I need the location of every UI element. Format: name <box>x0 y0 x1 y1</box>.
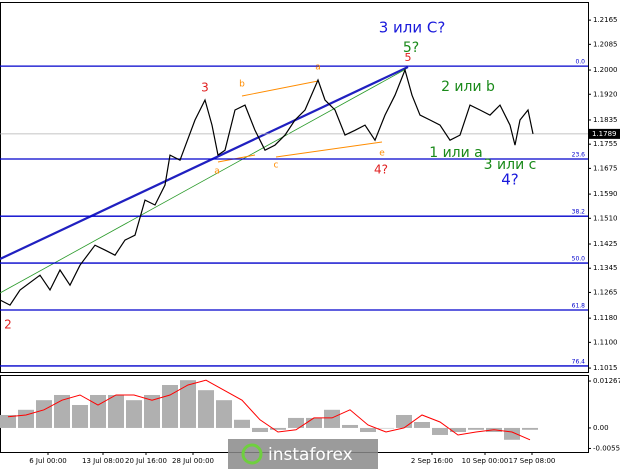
wave-label: 4? <box>374 163 388 177</box>
trend-line <box>0 68 407 294</box>
y-tick-label: 1.1835 <box>593 116 618 124</box>
wave-label: 2 <box>4 318 12 332</box>
fib-label: 50.0 <box>572 256 586 263</box>
y-tick-label: 0.00 <box>593 424 609 432</box>
histogram-bar <box>234 419 250 428</box>
fib-label: 38.2 <box>572 209 586 216</box>
histogram-bar <box>108 394 124 428</box>
histogram-bar <box>468 427 484 430</box>
watermark-text: instaforex <box>268 445 353 465</box>
price-line <box>0 68 534 306</box>
watermark: instaforex <box>228 439 378 469</box>
wave-label: b <box>239 80 245 90</box>
channel-line <box>275 141 383 158</box>
signal-line <box>7 379 531 441</box>
histogram-bar <box>378 427 394 429</box>
histogram-bar <box>306 417 322 428</box>
y-tick-label: 1.2165 <box>593 16 618 24</box>
histogram-bar <box>36 400 52 428</box>
histogram-bar <box>90 394 106 428</box>
histogram-bar <box>216 400 232 428</box>
x-tick-label: 28 Jul 00:00 <box>172 457 214 465</box>
histogram-bar <box>180 380 196 428</box>
histogram-bar <box>504 427 520 440</box>
x-tick-label: 10 Sep 00:00 <box>462 457 509 465</box>
y-tick-label: -0.00554 <box>593 444 620 452</box>
wave-label: 5? <box>403 40 419 56</box>
x-tick-label: 17 Sep 08:00 <box>509 457 556 465</box>
wave-label: 3 или C? <box>379 19 446 37</box>
histogram-bar <box>144 394 160 428</box>
wave-label: a <box>214 167 220 177</box>
wave-label: 4? <box>501 171 519 189</box>
y-tick-label: 1.1265 <box>593 288 618 296</box>
fib-label: 76.4 <box>572 358 586 365</box>
histogram-bar <box>270 427 286 430</box>
histogram-bar <box>198 390 214 428</box>
histogram-bar <box>342 424 358 428</box>
y-tick-label: 1.1510 <box>593 214 618 222</box>
price-frame <box>0 2 589 373</box>
fib-label: 23.6 <box>572 152 586 159</box>
histogram-bar <box>432 427 448 435</box>
y-tick-label: 1.1015 <box>593 364 618 372</box>
fib-label: 0.0 <box>575 59 585 66</box>
channel-line <box>241 80 319 97</box>
histogram-bar <box>72 404 88 428</box>
trend-line <box>0 66 409 260</box>
y-tick-label: 1.2085 <box>593 40 618 48</box>
wave-label: 1 или a <box>429 145 483 161</box>
y-tick-label: 1.2000 <box>593 66 618 74</box>
last-price-box <box>589 128 620 139</box>
histogram-bar <box>126 400 142 428</box>
wave-label: a <box>315 63 321 73</box>
histogram-bar <box>450 427 466 433</box>
last-price-label: 1.1789 <box>592 130 617 138</box>
histogram-bar <box>288 417 304 428</box>
histogram-bar <box>414 422 430 428</box>
x-tick-label: 2 Sep 16:00 <box>411 457 453 465</box>
x-tick-label: 13 Jul 08:00 <box>82 457 124 465</box>
wave-label: 2 или b <box>441 79 495 95</box>
y-tick-label: 1.1345 <box>593 264 618 272</box>
wave-label: 3 или с <box>484 157 537 173</box>
histogram-bar <box>252 427 268 433</box>
histogram-bar <box>360 427 376 433</box>
wave-label: 5 <box>405 51 412 64</box>
wave-label: 3 <box>201 81 209 95</box>
histogram-bar <box>54 394 70 428</box>
x-tick-label: 6 Jul 00:00 <box>29 457 67 465</box>
histogram-bar <box>324 409 340 428</box>
y-tick-label: 1.1425 <box>593 240 618 248</box>
y-tick-label: 1.1590 <box>593 190 618 198</box>
histogram-bar <box>396 414 412 428</box>
histogram-bar <box>0 414 16 428</box>
y-tick-label: 1.1675 <box>593 164 618 172</box>
watermark-logo <box>241 443 263 465</box>
wave-label: e <box>379 149 385 159</box>
y-tick-label: 1.1100 <box>593 338 618 346</box>
histogram-bar <box>18 409 34 428</box>
y-tick-label: 1.1755 <box>593 140 618 148</box>
y-tick-label: 1.1180 <box>593 314 618 322</box>
wave-label: c <box>274 161 279 171</box>
y-tick-label: 1.1920 <box>593 90 618 98</box>
histogram-bar <box>522 427 538 430</box>
y-tick-label: 0.01267 <box>593 377 620 385</box>
x-tick-label: 20 Jul 16:00 <box>125 457 167 465</box>
fib-label: 61.8 <box>572 302 586 309</box>
